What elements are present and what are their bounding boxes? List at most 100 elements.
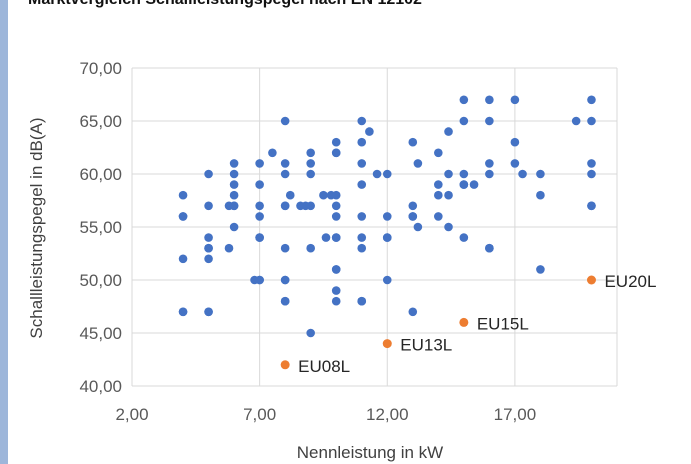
- data-point: [485, 243, 494, 253]
- data-point: [587, 169, 596, 179]
- data-point: [444, 169, 453, 179]
- data-point: [255, 275, 264, 285]
- highlight-point: [382, 339, 392, 349]
- data-point: [413, 159, 423, 168]
- data-point: [229, 159, 239, 168]
- data-point: [280, 116, 290, 126]
- data-point: [382, 275, 392, 285]
- data-point: [587, 159, 596, 168]
- highlight-point: [586, 275, 596, 285]
- data-point: [357, 243, 367, 253]
- data-point: [434, 212, 443, 221]
- data-points: [178, 95, 596, 370]
- data-point: [357, 180, 367, 189]
- data-point: [204, 254, 213, 264]
- data-point: [255, 201, 264, 211]
- data-point: [306, 159, 315, 168]
- data-point: [469, 180, 479, 189]
- data-point: [459, 116, 469, 126]
- data-point: [331, 148, 341, 158]
- data-point: [413, 222, 423, 232]
- data-point: [382, 169, 392, 179]
- data-point: [357, 296, 367, 306]
- data-point: [331, 212, 341, 221]
- data-point: [510, 95, 520, 105]
- data-point: [331, 233, 341, 242]
- data-point: [229, 180, 239, 189]
- data-point: [331, 296, 341, 306]
- x-tick-label: 2,00: [115, 405, 148, 424]
- data-point: [518, 169, 527, 179]
- data-point: [444, 222, 453, 232]
- data-point: [587, 116, 596, 126]
- data-point: [510, 159, 520, 168]
- data-labels: EU08L EU13L EU15L EU20L: [298, 272, 656, 376]
- data-point: [408, 307, 418, 317]
- data-point: [571, 116, 581, 126]
- left-accent-stripe: [0, 0, 8, 464]
- data-point: [357, 159, 367, 168]
- data-point: [444, 127, 453, 136]
- data-point: [255, 212, 264, 221]
- data-point: [357, 137, 367, 147]
- y-tick-label: 50,00: [79, 271, 122, 290]
- data-point: [224, 243, 234, 253]
- y-tick-label: 40,00: [79, 377, 122, 396]
- data-point: [280, 159, 290, 168]
- data-point: [280, 169, 290, 179]
- data-point: [485, 159, 494, 168]
- data-point: [204, 169, 213, 179]
- y-tick-label: 70,00: [79, 59, 122, 78]
- highlight-point: [459, 317, 469, 327]
- y-axis-title: Schallleistungspegel in dB(A): [27, 117, 46, 338]
- data-point: [372, 169, 382, 179]
- x-tick-label: 7,00: [243, 405, 276, 424]
- x-tick-label: 12,00: [366, 405, 409, 424]
- gridlines: [131, 67, 618, 387]
- data-point: [229, 222, 239, 232]
- data-point: [510, 137, 520, 147]
- data-point: [306, 328, 315, 338]
- data-point: [306, 169, 315, 179]
- data-point: [331, 201, 341, 211]
- data-point: [536, 190, 545, 200]
- data-point: [178, 254, 188, 264]
- data-point: [331, 137, 341, 147]
- x-axis-title: Nennleistung in kW: [297, 443, 443, 462]
- data-point: [331, 286, 341, 295]
- data-point: [306, 243, 315, 253]
- data-point: [587, 201, 596, 211]
- data-point: [408, 212, 418, 221]
- data-point: [459, 233, 469, 242]
- data-point: [268, 148, 277, 158]
- data-point: [321, 233, 331, 242]
- data-point: [485, 169, 494, 179]
- y-tick-label: 60,00: [79, 165, 122, 184]
- data-point: [408, 201, 418, 211]
- data-point: [331, 265, 341, 274]
- data-point: [382, 233, 392, 242]
- data-point: [485, 95, 494, 105]
- data-point: [357, 233, 367, 242]
- tick-labels: 40,00 45,00 50,00 55,00 60,00 65,00 70,00 2,00 7…: [79, 59, 536, 424]
- data-point: [285, 190, 295, 200]
- data-point: [204, 243, 213, 253]
- data-point: [587, 95, 596, 105]
- point-label: EU15L: [477, 314, 529, 333]
- data-point: [365, 127, 374, 136]
- data-point: [306, 148, 315, 158]
- data-point: [434, 180, 443, 189]
- data-point: [382, 212, 392, 221]
- data-point: [459, 169, 469, 179]
- data-point: [204, 307, 213, 317]
- data-point: [444, 190, 453, 200]
- data-point: [255, 233, 264, 242]
- data-point: [178, 307, 188, 317]
- data-point: [434, 190, 443, 200]
- data-point: [229, 201, 239, 211]
- data-point: [306, 201, 315, 211]
- data-point: [485, 116, 494, 126]
- data-point: [280, 243, 290, 253]
- data-point: [280, 296, 290, 306]
